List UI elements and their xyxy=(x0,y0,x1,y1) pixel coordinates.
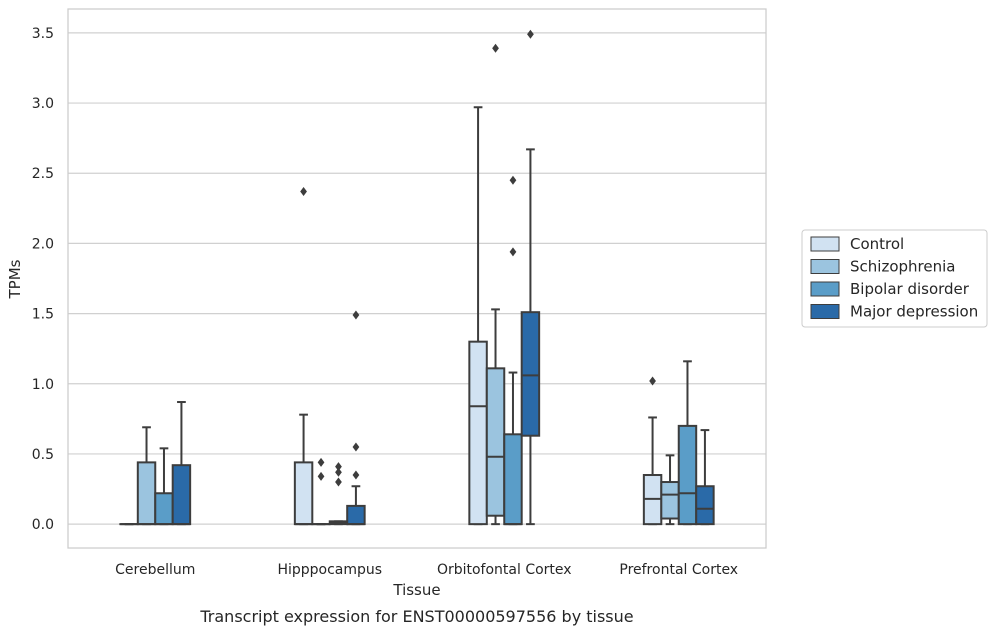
y-tick-label: 1.0 xyxy=(32,377,54,393)
box xyxy=(171,464,192,526)
figure-caption: Transcript expression for ENST0000059755… xyxy=(199,607,633,626)
y-tick-labels: 0.0 0.5 1.0 1.5 2.0 2.5 3.0 3.5 xyxy=(32,26,54,533)
box-group xyxy=(485,43,506,526)
legend-label: Bipolar disorder xyxy=(850,280,970,298)
outlier-point xyxy=(527,29,534,39)
legend: Control Schizophrenia Bipolar disorder Majo… xyxy=(801,229,988,328)
legend-swatch xyxy=(810,236,840,252)
box-group xyxy=(328,462,349,526)
box xyxy=(677,424,698,526)
box xyxy=(154,492,174,526)
legend-swatch xyxy=(810,281,840,297)
legend-swatch xyxy=(810,259,840,274)
outlier-point xyxy=(649,376,656,386)
outlier-point xyxy=(300,186,307,196)
outlier-point xyxy=(335,467,342,477)
outlier-point xyxy=(335,477,342,487)
boxes xyxy=(119,29,715,526)
box xyxy=(695,485,715,526)
legend-frame xyxy=(801,229,988,328)
outlier-point xyxy=(352,442,360,452)
box-group xyxy=(311,457,331,526)
grid-lines xyxy=(68,32,766,525)
box-group xyxy=(346,310,366,526)
y-axis-title: TPMs xyxy=(6,259,24,299)
y-tick-label: 3.5 xyxy=(32,26,54,42)
box-group xyxy=(503,175,523,526)
box xyxy=(468,340,488,526)
box-group xyxy=(136,426,157,526)
box-group xyxy=(677,360,698,526)
outlier-point xyxy=(492,43,499,53)
box-group xyxy=(642,376,663,526)
box-group xyxy=(660,454,680,526)
outlier-point xyxy=(352,470,360,480)
box xyxy=(485,367,506,517)
x-tick-label: Prefrontal Cortex xyxy=(619,562,738,578)
box-group xyxy=(293,186,314,526)
box-group xyxy=(171,401,192,526)
y-tick-label: 0.5 xyxy=(32,447,54,463)
box xyxy=(520,311,541,437)
box xyxy=(503,433,523,526)
y-tick-label: 3.0 xyxy=(32,96,54,112)
box-group xyxy=(154,447,174,526)
box-group xyxy=(468,106,488,526)
y-tick-label: 1.5 xyxy=(32,307,54,323)
outlier-point xyxy=(317,471,325,481)
outlier-point xyxy=(317,457,325,467)
outlier-point xyxy=(509,175,517,185)
x-tick-label: Hipppocampus xyxy=(277,562,382,578)
x-tick-label: Orbitofontal Cortex xyxy=(437,562,572,578)
box xyxy=(346,504,366,526)
plot-area-frame xyxy=(67,8,767,549)
box-group xyxy=(695,429,715,526)
y-tick-label: 2.0 xyxy=(32,236,54,252)
outlier-point xyxy=(335,462,342,472)
legend-swatch xyxy=(810,304,840,319)
legend-label: Control xyxy=(850,235,904,253)
outlier-point xyxy=(352,310,360,320)
y-tick-label: 2.5 xyxy=(32,166,54,182)
x-axis-title: Tissue xyxy=(392,581,440,599)
legend-label: Schizophrenia xyxy=(850,258,955,276)
outlier-point xyxy=(509,247,517,257)
x-tick-label: Cerebellum xyxy=(115,562,195,578)
box-group xyxy=(520,29,541,526)
legend-label: Major depression xyxy=(850,303,978,321)
box xyxy=(660,481,680,520)
x-tick-labels: Cerebellum Hipppocampus Orbitofontal Corte… xyxy=(115,562,738,578)
box xyxy=(136,461,157,526)
y-tick-label: 0.0 xyxy=(32,517,54,533)
box xyxy=(293,461,314,526)
